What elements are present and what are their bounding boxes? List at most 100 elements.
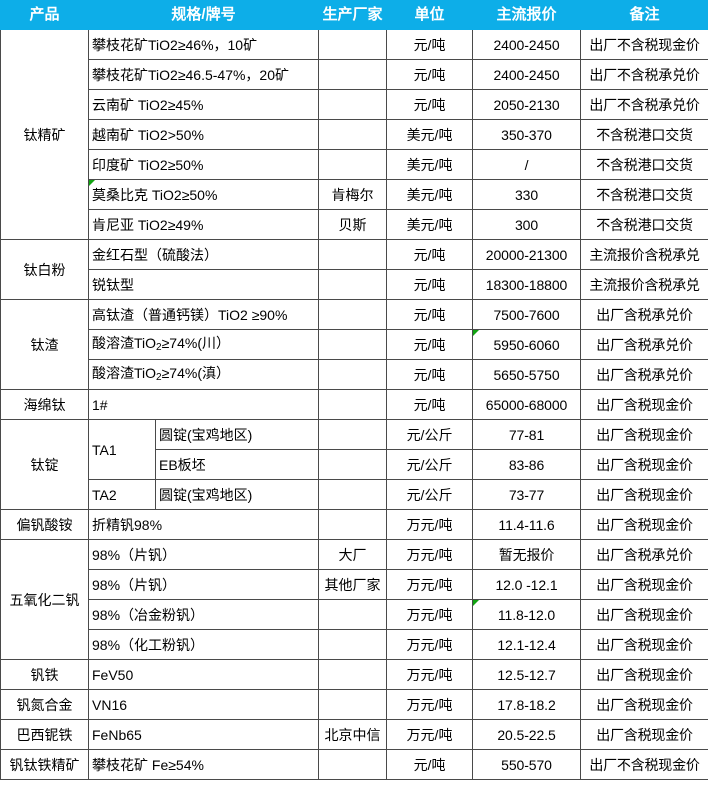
manufacturer-value [318,599,388,630]
manufacturer-value [318,89,388,120]
spec-value: 云南矿 TiO2≥45% [87,89,320,120]
spec-value: EB板坯 [154,449,320,480]
manufacturer-value [318,479,388,510]
spec-value: 印度矿 TiO2≥50% [87,149,320,180]
table-row: 锐钛型 元/吨 18300-18800 主流报价含税承兑 [1,269,708,300]
spec-sub-label: TA2 [88,479,156,510]
remark-value: 出厂含税承兑价 [580,539,708,570]
manufacturer-value [318,269,388,300]
remark-value: 出厂含税现金价 [580,599,708,630]
spec-value: 圆锭(宝鸡地区) [154,479,320,510]
unit-value: 美元/吨 [386,149,474,180]
table-row: 98%（冶金粉钒） 万元/吨 11.8-12.0 出厂含税现金价 [1,599,708,630]
main-price-value: 65000-68000 [472,389,582,420]
unit-value: 元/吨 [386,389,474,420]
main-price-value: 300 [472,209,582,240]
spec-value: 金红石型（硫酸法） [87,239,320,270]
unit-value: 万元/吨 [386,629,474,660]
table-row: 钛锭 TA1 圆锭(宝鸡地区) 元/公斤 77-81 出厂含税现金价 [0,419,708,510]
column-header-main-price: 主流报价 [472,0,582,30]
unit-value: 美元/吨 [386,209,474,240]
main-price-value: 11.8-12.0 [472,599,582,630]
unit-value: 元/吨 [386,269,474,300]
manufacturer-value [318,239,388,270]
table-row: TA2 圆锭(宝鸡地区) 元/公斤 73-77 出厂含税现金价 [1,479,708,510]
unit-value: 万元/吨 [386,689,474,720]
unit-value: 元/吨 [386,29,474,60]
main-price-value: 18300-18800 [472,269,582,300]
manufacturer-value: 北京中信 [318,719,388,750]
remark-value: 出厂含税现金价 [580,689,708,720]
product-group-label: 巴西铌铁 [0,719,89,750]
unit-value: 万元/吨 [386,659,474,690]
spec-value: 酸溶渣TiO2≥74%(滇） [87,359,320,390]
unit-value: 元/吨 [386,299,474,330]
spec-value: 高钛渣（普通钙镁）TiO2 ≥90% [87,299,320,330]
manufacturer-value [318,749,388,780]
table-row: 五氧化二钒 98%（片钒） 大厂 万元/吨 暂无报价 出厂含税承兑价 [0,539,708,660]
main-price-value: 2400-2450 [472,59,582,90]
remark-value: 出厂含税现金价 [580,449,708,480]
unit-value: 元/公斤 [386,479,474,510]
remark-value: 不含税港口交货 [580,119,708,150]
table-row: 肯尼亚 TiO2≥49% 贝斯 美元/吨 300 不含税港口交货 [1,209,708,240]
table-row: 钒铁 FeV50 万元/吨 12.5-12.7 出厂含税现金价 [0,659,708,690]
spec-value: 肯尼亚 TiO2≥49% [87,209,320,240]
product-group-label: 钒铁 [0,659,89,690]
table-row: 钛精矿 攀枝花矿TiO2≥46%，10矿 元/吨 2400-2450 出厂不含税现金价 [0,29,708,240]
product-group-label: 钒钛铁精矿 [0,749,89,780]
table-row: 钛渣 高钛渣（普通钙镁）TiO2 ≥90% 元/吨 7500-7600 出厂含税承兑价 [0,299,708,390]
product-group-label: 偏钒酸铵 [0,509,89,540]
table-row: 钛白粉 金红石型（硫酸法） 元/吨 20000-21300 主流报价含税承兑 [0,239,708,300]
unit-value: 万元/吨 [386,569,474,600]
remark-value: 主流报价含税承兑 [580,269,708,300]
manufacturer-value [318,359,388,390]
remark-value: 出厂含税现金价 [580,479,708,510]
unit-value: 万元/吨 [386,539,474,570]
main-price-value: 2400-2450 [472,29,582,60]
main-price-value: 12.0 -12.1 [472,569,582,600]
spec-value: 98%（片钒） [87,539,320,570]
column-header-product: 产品 [0,0,89,30]
column-header-unit: 单位 [386,0,474,30]
remark-value: 出厂含税现金价 [580,719,708,750]
spec-value: 折精钒98% [87,509,320,540]
spec-value: 圆锭(宝鸡地区) [154,419,320,450]
unit-value: 元/吨 [386,89,474,120]
spec-value: 攀枝花矿 Fe≥54% [87,749,320,780]
main-price-value: 350-370 [472,119,582,150]
manufacturer-value: 贝斯 [318,209,388,240]
unit-value: 元/吨 [386,329,474,360]
main-price-value: 2050-2130 [472,89,582,120]
column-header-spec: 规格/牌号 [87,0,320,30]
remark-value: 出厂含税现金价 [580,569,708,600]
price-quote-table: 产品 规格/牌号 生产厂家 单位 主流报价 备注 钛精矿 攀枝花矿TiO2≥46%，10矿元… [0,0,708,780]
remark-value: 出厂含税现金价 [580,509,708,540]
unit-value: 美元/吨 [386,119,474,150]
spec-value: FeNb65 [87,719,320,750]
table-row: 云南矿 TiO2≥45% 元/吨 2050-2130 出厂不含税承兑价 [1,89,708,120]
manufacturer-value [318,659,388,690]
manufacturer-value [318,509,388,540]
table-row: 钒钛铁精矿 攀枝花矿 Fe≥54% 元/吨 550-570 出厂不含税现金价 [0,749,708,780]
manufacturer-value [318,329,388,360]
spec-value: 98%（片钒） [87,569,320,600]
manufacturer-value: 其他厂家 [318,569,388,600]
column-header-remark: 备注 [580,0,708,30]
remark-value: 出厂含税承兑价 [580,299,708,330]
table-row: 偏钒酸铵 折精钒98% 万元/吨 11.4-11.6 出厂含税现金价 [0,509,708,540]
remark-value: 出厂含税承兑价 [580,329,708,360]
unit-value: 万元/吨 [386,719,474,750]
manufacturer-value [318,119,388,150]
spec-value: VN16 [87,689,320,720]
remark-value: 出厂含税现金价 [580,389,708,420]
unit-value: 元/公斤 [386,449,474,480]
unit-value: 万元/吨 [386,599,474,630]
remark-value: 出厂不含税承兑价 [580,89,708,120]
spec-value: 98%（冶金粉钒） [87,599,320,630]
product-group-label: 钛锭 [0,419,89,510]
main-price-value: 83-86 [472,449,582,480]
table-row: 攀枝花矿TiO2≥46.5-47%，20矿 元/吨 2400-2450 出厂不含税承兑… [1,59,708,90]
table-row: 酸溶渣TiO2≥74%(滇） 元/吨 5650-5750 出厂含税承兑价 [1,359,708,390]
spec-value: 锐钛型 [87,269,320,300]
